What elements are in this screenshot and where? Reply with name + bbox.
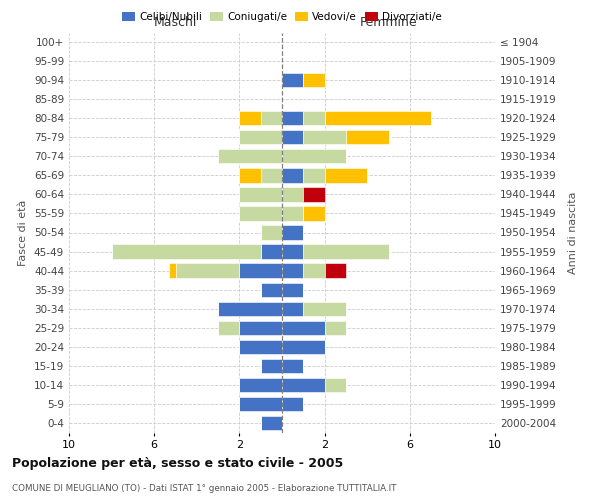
Bar [260, 168, 282, 182]
Bar [176, 264, 239, 278]
Bar [282, 73, 304, 88]
Bar [282, 149, 346, 164]
Bar [282, 226, 304, 239]
Text: Popolazione per età, sesso e stato civile - 2005: Popolazione per età, sesso e stato civil… [12, 458, 343, 470]
Bar [282, 397, 304, 411]
Bar [260, 416, 282, 430]
Bar [239, 111, 260, 126]
Bar [239, 340, 282, 354]
Bar [282, 378, 325, 392]
Bar [239, 378, 282, 392]
Bar [282, 244, 304, 258]
Bar [260, 111, 282, 126]
Bar [304, 111, 325, 126]
Y-axis label: Anni di nascita: Anni di nascita [568, 191, 578, 274]
Bar [282, 358, 304, 373]
Bar [282, 302, 304, 316]
Bar [239, 320, 282, 335]
Bar [239, 130, 282, 144]
Y-axis label: Fasce di età: Fasce di età [19, 200, 28, 266]
Bar [239, 206, 282, 220]
Bar [282, 264, 304, 278]
Bar [304, 264, 325, 278]
Bar [282, 111, 304, 126]
Bar [325, 111, 431, 126]
Bar [169, 264, 176, 278]
Bar [239, 168, 260, 182]
Bar [304, 302, 346, 316]
Bar [218, 302, 282, 316]
Bar [218, 149, 282, 164]
Bar [282, 206, 304, 220]
Bar [282, 320, 325, 335]
Legend: Celibi/Nubili, Coniugati/e, Vedovi/e, Divorziati/e: Celibi/Nubili, Coniugati/e, Vedovi/e, Di… [118, 8, 446, 26]
Bar [346, 130, 389, 144]
Bar [282, 168, 304, 182]
Bar [239, 264, 282, 278]
Bar [239, 397, 282, 411]
Bar [304, 244, 389, 258]
Text: Femmine: Femmine [359, 16, 418, 28]
Bar [325, 320, 346, 335]
Bar [112, 244, 260, 258]
Bar [282, 130, 304, 144]
Bar [260, 358, 282, 373]
Bar [260, 282, 282, 297]
Bar [282, 340, 325, 354]
Bar [304, 130, 346, 144]
Bar [282, 282, 304, 297]
Bar [260, 244, 282, 258]
Bar [218, 320, 239, 335]
Bar [239, 188, 282, 202]
Bar [325, 378, 346, 392]
Bar [282, 188, 304, 202]
Bar [260, 226, 282, 239]
Bar [325, 264, 346, 278]
Bar [304, 188, 325, 202]
Text: Maschi: Maschi [154, 16, 197, 28]
Bar [304, 73, 325, 88]
Bar [325, 168, 367, 182]
Bar [304, 168, 325, 182]
Text: COMUNE DI MEUGLIANO (TO) - Dati ISTAT 1° gennaio 2005 - Elaborazione TUTTITALIA.: COMUNE DI MEUGLIANO (TO) - Dati ISTAT 1°… [12, 484, 397, 493]
Bar [304, 206, 325, 220]
